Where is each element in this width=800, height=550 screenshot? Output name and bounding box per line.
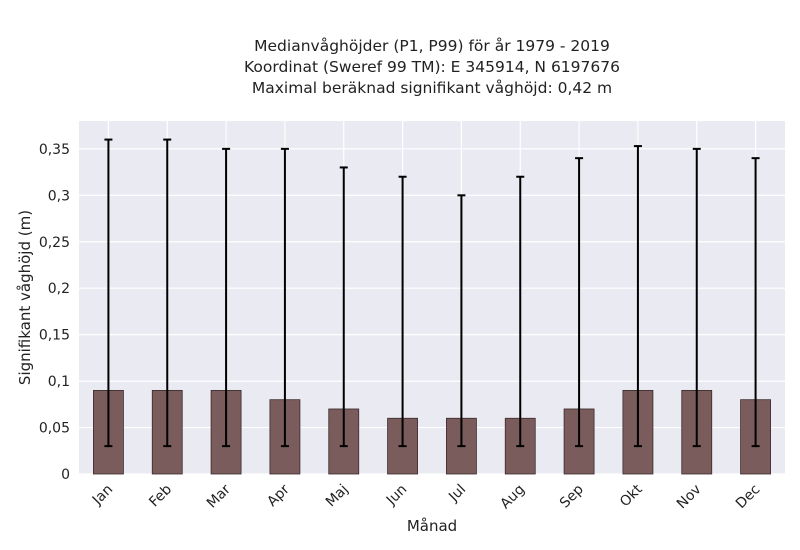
x-axis-label: Månad	[407, 517, 457, 535]
y-tick-label: 0,35	[39, 142, 70, 158]
error-bar-jul	[457, 194, 466, 448]
x-tick-label: Apr	[264, 481, 293, 510]
x-tick-label: Aug	[497, 482, 528, 513]
y-axis-ticks: 0 0,05 0,1 0,15 0,2 0,25 0,3 0,35	[39, 142, 70, 483]
x-tick-label: Dec	[733, 482, 763, 512]
chart-title: Medianvåghöjder (P1, P99) för år 1979 - …	[244, 37, 620, 97]
y-tick-label: 0	[61, 467, 70, 483]
chart-title-line: Koordinat (Sweref 99 TM): E 345914, N 61…	[244, 58, 620, 76]
chart-title-line: Medianvåghöjder (P1, P99) för år 1979 - …	[254, 37, 610, 55]
error-bar-mar	[222, 147, 231, 448]
error-bar-maj	[339, 166, 348, 448]
x-tick-label: Sep	[557, 481, 587, 511]
y-axis-label: Signifikant våghöjd (m)	[16, 210, 34, 385]
y-tick-label: 0,05	[39, 421, 70, 437]
error-bar-apr	[280, 147, 289, 448]
y-tick-label: 0,25	[39, 235, 70, 251]
error-bar-aug	[516, 175, 525, 448]
x-tick-label: Maj	[323, 482, 352, 511]
x-tick-label: Mar	[204, 481, 234, 511]
error-bar-dec	[751, 157, 760, 448]
x-tick-label: Jul	[445, 482, 469, 506]
error-bar-feb	[163, 138, 172, 448]
error-bar-okt	[633, 145, 642, 448]
y-tick-label: 0,1	[48, 374, 70, 390]
x-tick-label: Nov	[674, 482, 705, 513]
x-tick-label: Jan	[89, 482, 116, 509]
plot-area	[79, 121, 785, 474]
y-tick-label: 0,15	[39, 328, 70, 344]
x-tick-label: Okt	[617, 481, 646, 510]
chart-title-line: Maximal beräknad signifikant våghöjd: 0,…	[252, 79, 612, 97]
y-tick-label: 0,3	[48, 188, 70, 204]
y-tick-label: 0,2	[48, 281, 70, 297]
error-bar-jun	[398, 175, 407, 448]
x-tick-label: Feb	[146, 481, 175, 510]
x-tick-label: Jun	[383, 482, 410, 509]
x-axis-ticks: Jan Feb Mar Apr Maj Jun Jul Aug Sep Okt Nov Dec	[89, 481, 763, 512]
error-bars	[104, 138, 760, 448]
error-bar-nov	[692, 147, 701, 448]
error-bar-sep	[575, 157, 584, 448]
error-bar-jan	[104, 138, 113, 448]
